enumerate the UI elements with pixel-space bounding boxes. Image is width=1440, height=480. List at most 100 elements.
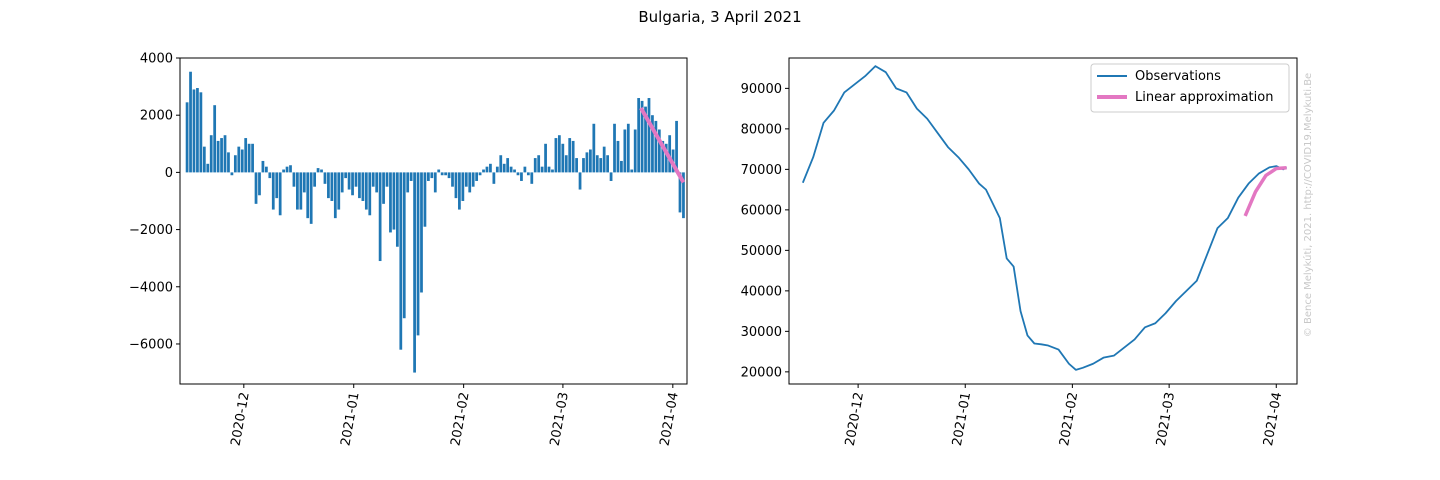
bar bbox=[278, 172, 282, 216]
bar bbox=[296, 172, 299, 210]
y-tick-label: 0 bbox=[165, 166, 173, 181]
bar bbox=[564, 155, 568, 173]
bar bbox=[420, 172, 423, 293]
bar bbox=[657, 129, 661, 173]
bar bbox=[437, 169, 441, 173]
bar bbox=[371, 172, 375, 187]
figure-title: Bulgaria, 3 April 2021 bbox=[638, 8, 801, 26]
bar bbox=[264, 166, 268, 173]
x-tick-label: 2021-04 bbox=[1261, 391, 1285, 447]
x-tick-label: 2021-03 bbox=[548, 391, 572, 447]
bar bbox=[427, 172, 430, 181]
bar bbox=[647, 98, 651, 173]
bar bbox=[271, 172, 275, 210]
bar bbox=[637, 98, 641, 173]
bar bbox=[364, 172, 368, 210]
bar bbox=[220, 138, 223, 173]
bar bbox=[602, 146, 606, 173]
watermark: © Bence Melykúti, 2021. http://COVID19.M… bbox=[1302, 73, 1314, 337]
legend-approximation-label: Linear approximation bbox=[1135, 90, 1273, 105]
y-tick-label: 50000 bbox=[741, 244, 782, 259]
x-tick-label: 2020-12 bbox=[843, 391, 867, 447]
bar bbox=[592, 123, 596, 173]
bar bbox=[571, 140, 575, 173]
bar bbox=[530, 172, 534, 184]
bar bbox=[375, 172, 379, 193]
chart2-plot-frame bbox=[788, 57, 1298, 385]
bar bbox=[337, 172, 341, 210]
bar bbox=[240, 149, 244, 173]
bar bbox=[613, 123, 616, 173]
bar bbox=[358, 172, 361, 199]
bar bbox=[323, 172, 327, 184]
bar bbox=[595, 155, 599, 173]
bar bbox=[389, 172, 392, 233]
bar bbox=[506, 158, 510, 173]
bar bbox=[568, 138, 572, 173]
x-tick-label: 2021-02 bbox=[448, 391, 472, 447]
bar bbox=[354, 172, 358, 187]
bar bbox=[664, 143, 668, 173]
bar bbox=[233, 155, 237, 173]
bar bbox=[206, 163, 210, 173]
bar bbox=[447, 172, 451, 179]
bar bbox=[478, 172, 482, 176]
bar bbox=[561, 143, 565, 173]
bar bbox=[433, 172, 437, 193]
legend: Observations Linear approximation bbox=[1090, 63, 1290, 113]
bar bbox=[557, 135, 561, 173]
y-tick-label: −6000 bbox=[129, 337, 173, 352]
bar bbox=[251, 143, 254, 173]
bar bbox=[623, 129, 627, 173]
bar bbox=[402, 172, 406, 319]
y-tick-label: 20000 bbox=[741, 365, 782, 380]
y-tick-label: 2000 bbox=[140, 109, 173, 124]
bar bbox=[189, 71, 192, 173]
daily-change-bar-chart: 4000 2000 0 −2000 −4000 −6000 2020-12 2021-01 20… bbox=[129, 52, 688, 447]
bar bbox=[464, 172, 468, 187]
bar bbox=[454, 172, 458, 199]
bar bbox=[216, 140, 220, 173]
x-tick-label: 2021-01 bbox=[950, 391, 974, 447]
bar bbox=[502, 163, 506, 173]
bar bbox=[589, 149, 592, 173]
legend-observations-label: Observations bbox=[1135, 69, 1221, 84]
bar bbox=[202, 146, 206, 173]
bar bbox=[516, 172, 520, 176]
bar bbox=[395, 172, 399, 247]
bar bbox=[430, 172, 434, 179]
y-tick-label: −2000 bbox=[129, 223, 173, 238]
bar bbox=[551, 169, 554, 173]
bar bbox=[544, 143, 547, 173]
bar bbox=[385, 172, 389, 187]
bar bbox=[482, 169, 485, 173]
bar bbox=[351, 172, 354, 196]
y-tick-label: 70000 bbox=[741, 163, 782, 178]
bar bbox=[230, 172, 234, 176]
bar bbox=[523, 166, 527, 173]
bar bbox=[333, 172, 337, 219]
bar bbox=[509, 166, 513, 173]
bar bbox=[196, 88, 199, 173]
approximation-line bbox=[1243, 166, 1287, 217]
bar bbox=[644, 106, 647, 173]
bar bbox=[185, 102, 189, 173]
bar bbox=[547, 166, 551, 173]
bar bbox=[578, 172, 582, 190]
bar bbox=[344, 172, 348, 179]
y-tick-label: 40000 bbox=[741, 284, 782, 299]
bar bbox=[213, 105, 217, 173]
bar bbox=[489, 163, 492, 173]
bar bbox=[475, 172, 479, 181]
bar bbox=[258, 172, 261, 196]
x-tick-label: 2021-01 bbox=[338, 391, 362, 447]
bar bbox=[285, 166, 289, 173]
bar bbox=[347, 172, 351, 190]
bar bbox=[399, 172, 403, 350]
bar bbox=[227, 152, 230, 173]
bar bbox=[244, 138, 248, 173]
bar bbox=[306, 172, 310, 219]
bar bbox=[209, 135, 213, 173]
bar bbox=[327, 172, 330, 199]
bar bbox=[409, 172, 413, 181]
